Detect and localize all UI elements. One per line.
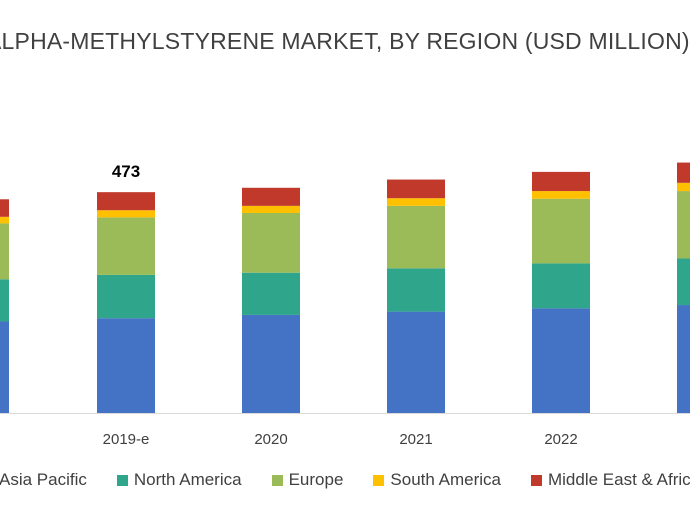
bar-2023-north-america [677,258,690,306]
bar-2019e-north-america [97,274,155,319]
legend-swatch [271,474,283,486]
bar-2020-south-america [242,205,300,213]
legend-item: Middle East & Africa [530,470,690,490]
bar-2018-asia-pacific [0,321,9,413]
legend-label: Middle East & Africa [547,470,690,489]
bar-2021-north-america [387,268,445,312]
x-tick-label: 2021 [399,431,432,448]
bar-2020-asia-pacific [242,314,300,413]
bar-2021-europe [387,205,445,269]
bar-2022-asia-pacific [532,308,590,413]
legend-label: Asia Pacific [0,470,87,489]
bar-2021-middle-east-africa [387,179,445,199]
legend-swatch [530,474,542,486]
bar-2023-south-america [677,182,690,192]
bar-2018-north-america [0,279,9,322]
bar-2018-south-america [0,216,9,224]
x-tick-label: 2022 [544,431,577,448]
legend-item: North America [116,470,242,490]
data-label: 473 [112,162,140,181]
bar-2022-europe [532,198,590,264]
bar-2019e-middle-east-africa [97,192,155,211]
bar-2019e-south-america [97,210,155,218]
bar-2022-south-america [532,191,590,199]
bar-2018-middle-east-africa [0,199,9,217]
bar-2019e-europe [97,217,155,275]
x-tick-label: 2020 [254,431,287,448]
legend-label: South America [390,470,501,489]
bar-2022-middle-east-africa [532,171,590,192]
legend-label: Europe [288,470,344,489]
chart-legend: Asia Pacific North America Europe South Ame… [0,470,690,490]
legend-swatch [373,474,385,486]
bar-2021-asia-pacific [387,311,445,413]
bar-2018-europe [0,223,9,280]
bar-2023-europe [677,191,690,259]
legend-swatch [116,474,128,486]
bar-2020-middle-east-africa [242,187,300,206]
bar-2019e-asia-pacific [97,318,155,413]
bar-2023-middle-east-africa [677,162,690,183]
legend-item: Asia Pacific [0,470,87,490]
x-tick-label: 2019-e [103,431,150,448]
legend-item: Europe [271,470,344,490]
legend-item: South America [373,470,501,490]
bar-2022-north-america [532,263,590,309]
chart-title: ALPHA-METHYLSTYRENE MARKET, BY REGION (U… [0,28,690,54]
bar-2021-south-america [387,198,445,206]
bar-2020-europe [242,212,300,273]
bar-2020-north-america [242,272,300,315]
bar-2023-asia-pacific [677,305,690,413]
legend-label: North America [133,470,242,489]
